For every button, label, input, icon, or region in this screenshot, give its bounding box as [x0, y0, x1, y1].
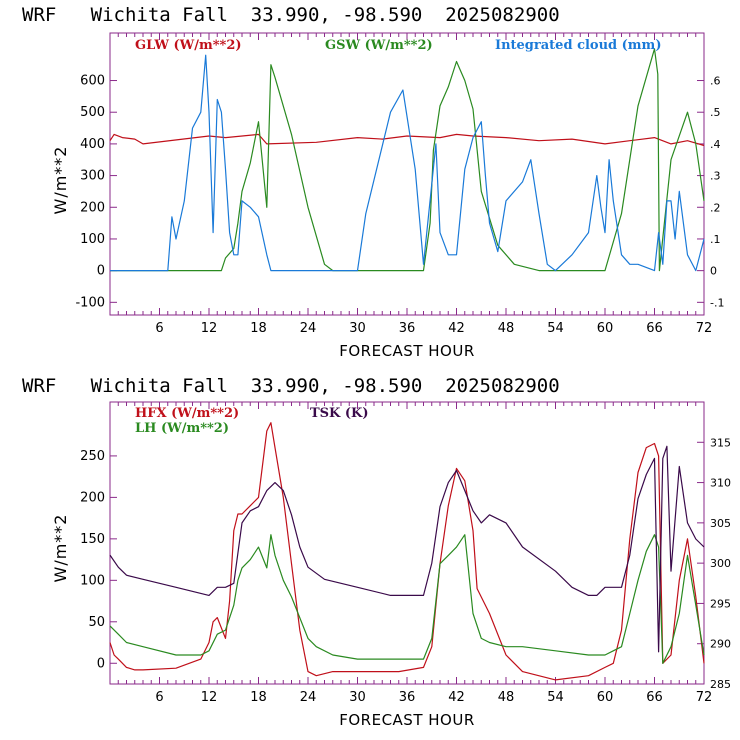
bottom-x-tick-label: 18 — [250, 690, 267, 705]
top-right-tick-label: -.1 — [710, 296, 724, 309]
bottom-series-lines — [109, 422, 705, 681]
top-series-gsw — [110, 48, 705, 272]
bottom-y-axis-label: W/m**2 — [51, 514, 70, 583]
bottom-y-tick-label: 200 — [80, 490, 105, 505]
top-y-axis-label: W/m**2 — [51, 146, 70, 215]
top-series-lines — [109, 48, 705, 272]
top-x-axis: 6 12 18 24 30 36 42 48 54 60 66 72 — [117, 33, 713, 336]
top-x-tick-label: 72 — [696, 321, 713, 336]
bottom-x-axis-label: FORECAST HOUR — [339, 711, 475, 729]
top-x-tick-label: 12 — [201, 321, 218, 336]
bottom-x-tick-label: 30 — [349, 690, 366, 705]
top-right-tick-label: .3 — [710, 170, 721, 183]
top-y-tick-label: 0 — [97, 264, 105, 279]
bottom-right-tick-label: 305 — [710, 517, 731, 530]
top-right-tick-label: 0 — [710, 265, 717, 278]
bottom-x-tick-label: 36 — [399, 690, 416, 705]
top-x-tick-label: 54 — [547, 321, 564, 336]
bottom-right-tick-label: 295 — [710, 597, 731, 610]
top-x-tick-label: 48 — [498, 321, 515, 336]
top-right-tick-label: .1 — [710, 233, 721, 246]
bottom-x-axis: 6 12 18 24 30 36 42 48 54 60 66 72 — [117, 402, 713, 705]
bottom-y-tick-label: 100 — [80, 573, 105, 588]
top-x-tick-label: 42 — [448, 321, 465, 336]
top-y-tick-label: -100 — [75, 295, 105, 310]
bottom-series-hfx — [109, 422, 705, 681]
bottom-right-tick-label: 310 — [710, 477, 731, 490]
top-plot-frame — [109, 32, 705, 316]
chart-top: WRF Wichita Fall 33.990, -98.590 2025082… — [22, 4, 724, 360]
bottom-x-tick-label: 6 — [155, 690, 163, 705]
top-y-tick-label: 400 — [80, 137, 105, 152]
top-right-tick-label: .6 — [710, 75, 721, 88]
bottom-x-tick-label: 48 — [498, 690, 515, 705]
top-y-tick-label: 300 — [80, 169, 105, 184]
legend-gsw: GSW (W/m**2) — [325, 38, 433, 53]
top-x-tick-label: 36 — [399, 321, 416, 336]
top-y-axis: -100 0 100 200 300 400 500 600 — [75, 74, 117, 310]
top-x-tick-label: 66 — [646, 321, 663, 336]
bottom-right-tick-label: 300 — [710, 557, 731, 570]
top-chart-title: WRF Wichita Fall 33.990, -98.590 2025082… — [22, 4, 560, 26]
bottom-y-tick-label: 50 — [88, 615, 105, 630]
bottom-right-tick-label: 285 — [710, 678, 731, 691]
top-x-tick-label: 60 — [597, 321, 614, 336]
bottom-x-tick-label: 12 — [201, 690, 218, 705]
top-right-tick-label: .2 — [710, 201, 721, 214]
bottom-chart-title: WRF Wichita Fall 33.990, -98.590 2025082… — [22, 375, 560, 397]
top-series-glw — [109, 133, 705, 147]
top-y-tick-label: 100 — [80, 232, 105, 247]
bottom-plot-frame — [109, 401, 705, 685]
bottom-y-tick-label: 150 — [80, 532, 105, 547]
top-right-axis: -.1 0 .1 .2 .3 .4 .5 .6 — [697, 75, 724, 309]
bottom-x-tick-label: 60 — [597, 690, 614, 705]
legend-integrated-cloud: Integrated cloud (mm) — [495, 38, 661, 53]
top-y-tick-label: 600 — [80, 74, 105, 89]
bottom-right-tick-label: 315 — [710, 436, 731, 449]
top-x-axis-label: FORECAST HOUR — [339, 342, 475, 360]
bottom-series-tsk — [109, 445, 705, 653]
bottom-right-tick-label: 290 — [710, 638, 731, 651]
bottom-x-tick-label: 66 — [646, 690, 663, 705]
legend-tsk: TSK (K) — [310, 406, 369, 421]
bottom-x-tick-label: 54 — [547, 690, 564, 705]
bottom-x-tick-label: 72 — [696, 690, 713, 705]
top-series-integrated-cloud — [110, 54, 705, 272]
top-x-tick-label: 24 — [300, 321, 317, 336]
top-x-tick-label: 30 — [349, 321, 366, 336]
top-x-tick-label: 18 — [250, 321, 267, 336]
bottom-y-tick-label: 250 — [80, 449, 105, 464]
legend-hfx: HFX (W/m**2) — [135, 406, 239, 421]
top-right-tick-label: .5 — [710, 106, 721, 119]
bottom-series-lh — [109, 534, 705, 664]
bottom-x-tick-label: 42 — [448, 690, 465, 705]
top-x-tick-label: 6 — [155, 321, 163, 336]
chart-bottom: WRF Wichita Fall 33.990, -98.590 2025082… — [22, 375, 731, 729]
bottom-y-tick-label: 0 — [97, 656, 105, 671]
legend-lh: LH (W/m**2) — [135, 421, 229, 436]
bottom-x-tick-label: 24 — [300, 690, 317, 705]
top-y-tick-label: 200 — [80, 200, 105, 215]
bottom-right-axis: 285 290 295 300 305 310 315 — [697, 436, 731, 691]
top-right-tick-label: .4 — [710, 138, 721, 151]
legend-glw: GLW (W/m**2) — [135, 38, 242, 53]
bottom-y-axis: 0 50 100 150 200 250 — [80, 449, 117, 671]
top-y-tick-label: 500 — [80, 105, 105, 120]
